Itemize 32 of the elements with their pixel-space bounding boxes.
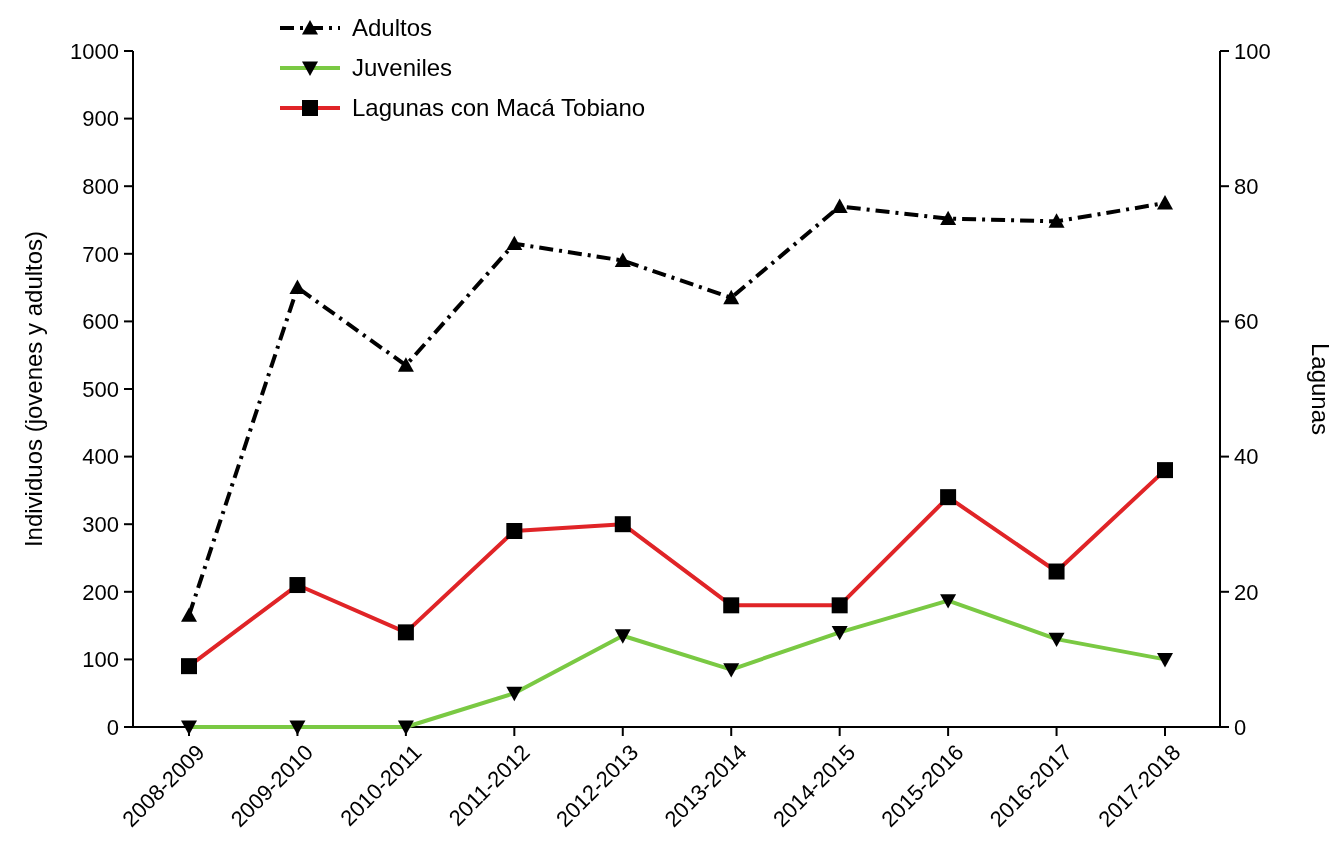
y-tick-label: 1000 xyxy=(70,38,119,64)
point xyxy=(289,279,306,294)
point xyxy=(1048,213,1065,228)
y2-axis-title: Lagunas xyxy=(1307,342,1334,436)
point xyxy=(723,289,740,305)
y-tick-label: 0 xyxy=(106,714,119,740)
y2-tick-label: 80 xyxy=(1234,173,1259,199)
legend-label: Lagunas con Macá Tobiano xyxy=(352,94,646,122)
y2-tick-label: 40 xyxy=(1234,444,1259,470)
y-tick-label: 400 xyxy=(82,444,119,470)
point xyxy=(614,252,631,267)
y2-tick-label: 20 xyxy=(1234,579,1259,605)
point xyxy=(181,607,197,622)
y-tick-label: 900 xyxy=(82,106,119,132)
legend-label: Adultos xyxy=(352,14,433,42)
y-tick-label: 100 xyxy=(82,647,119,673)
y2-tick-label: 0 xyxy=(1234,714,1247,740)
point xyxy=(1157,195,1173,210)
legend-label: Juveniles xyxy=(352,54,453,82)
y-tick-label: 800 xyxy=(82,173,119,199)
y-tick-label: 500 xyxy=(82,376,119,402)
y2-tick-label: 100 xyxy=(1234,38,1271,64)
y-tick-label: 600 xyxy=(82,309,119,335)
y-tick-label: 300 xyxy=(82,511,119,537)
point xyxy=(397,357,414,372)
point xyxy=(506,235,523,251)
y-axis-title: Individuos (jovenes y adultos) xyxy=(20,230,47,548)
point xyxy=(940,210,957,226)
y-tick-label: 700 xyxy=(82,241,119,267)
point xyxy=(831,198,848,213)
y-tick-label: 200 xyxy=(82,579,119,605)
y2-tick-label: 60 xyxy=(1234,309,1259,335)
